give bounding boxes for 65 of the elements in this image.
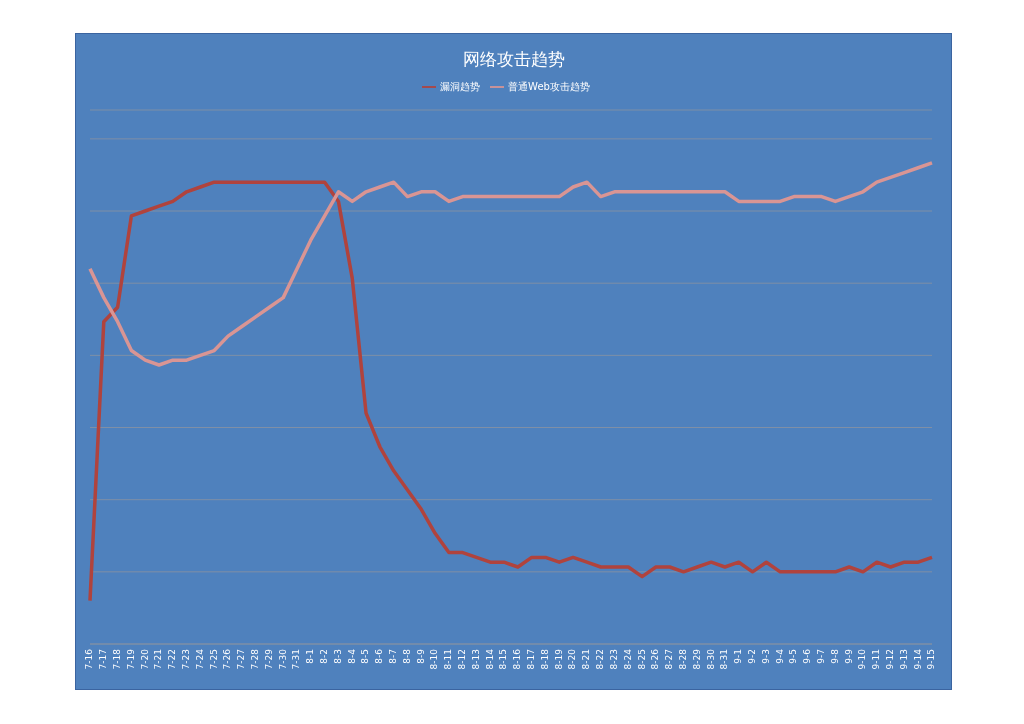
x-tick-label: 9-8 <box>829 648 840 664</box>
x-tick-label: 8-5 <box>360 649 371 664</box>
x-tick-label: 8-20 <box>567 648 578 670</box>
x-tick-label: 8-29 <box>691 648 702 670</box>
x-tick-label: 9-5 <box>788 649 799 664</box>
x-tick-label: 7-25 <box>208 649 219 670</box>
x-tick-label: 7-29 <box>263 648 274 670</box>
x-tick-label: 8-7 <box>388 649 399 664</box>
x-tick-label: 7-27 <box>236 649 247 670</box>
x-tick-label: 8-12 <box>457 649 468 670</box>
x-tick-label: 9-1 <box>733 649 744 664</box>
x-tick-label: 8-28 <box>677 648 688 670</box>
legend-label: 漏洞趋势 <box>440 81 481 92</box>
x-tick-label: 7-16 <box>84 648 95 670</box>
x-tick-label: 9-7 <box>815 649 826 664</box>
x-tick-label: 8-26 <box>650 648 661 670</box>
x-tick-label: 8-30 <box>705 648 716 670</box>
x-tick-label: 7-28 <box>250 648 261 670</box>
x-tick-label: 9-14 <box>912 648 923 670</box>
x-tick-label: 8-19 <box>553 648 564 670</box>
x-tick-label: 8-8 <box>401 648 412 664</box>
x-tick-label: 8-6 <box>374 648 385 664</box>
x-tick-label: 7-22 <box>167 649 178 670</box>
x-tick-label: 7-30 <box>277 648 288 670</box>
x-tick-label: 7-19 <box>125 648 136 670</box>
x-tick-label: 9-4 <box>774 648 785 664</box>
x-tick-label: 8-24 <box>622 648 633 670</box>
x-tick-label: 8-11 <box>443 649 454 670</box>
x-tick-label: 8-15 <box>498 649 509 670</box>
x-tick-label: 7-31 <box>291 649 302 670</box>
x-tick-label: 9-6 <box>802 648 813 664</box>
legend-label: 普通Web攻击趋势 <box>508 81 590 92</box>
x-tick-label: 8-13 <box>470 649 481 670</box>
x-tick-label: 8-4 <box>346 648 357 664</box>
x-tick-label: 8-10 <box>429 648 440 670</box>
x-tick-label: 8-25 <box>636 649 647 670</box>
x-tick-label: 7-20 <box>139 648 150 670</box>
x-tick-label: 7-21 <box>153 649 164 670</box>
x-tick-label: 8-2 <box>319 649 330 664</box>
x-tick-label: 9-10 <box>857 648 868 670</box>
x-tick-label: 7-26 <box>222 648 233 670</box>
x-tick-label: 9-13 <box>898 649 909 670</box>
x-tick-label: 9-15 <box>926 649 937 670</box>
x-tick-label: 8-21 <box>581 649 592 670</box>
x-tick-label: 8-22 <box>595 649 606 670</box>
x-tick-label: 8-18 <box>539 648 550 670</box>
x-tick-label: 7-17 <box>98 649 109 670</box>
x-tick-label: 9-9 <box>843 648 854 664</box>
x-tick-label: 7-18 <box>112 648 122 670</box>
x-tick-label: 8-9 <box>415 648 426 664</box>
x-tick-label: 8-27 <box>664 649 675 670</box>
x-tick-label: 8-17 <box>526 649 537 670</box>
x-tick-label: 9-11 <box>871 649 882 670</box>
x-tick-label: 8-31 <box>719 649 730 670</box>
x-tick-label: 7-24 <box>194 648 205 670</box>
chart-title: 网络攻击趋势 <box>461 48 566 71</box>
x-tick-label: 8-14 <box>484 648 495 670</box>
x-tick-label: 8-16 <box>512 648 523 670</box>
x-tick-label: 8-1 <box>305 649 316 664</box>
x-tick-label: 7-23 <box>181 649 192 670</box>
x-tick-label: 9-2 <box>746 649 757 664</box>
x-tick-label: 8-23 <box>608 649 619 670</box>
x-tick-label: 8-3 <box>332 649 343 664</box>
x-tick-label: 9-3 <box>760 649 771 664</box>
x-tick-label: 9-12 <box>884 649 895 670</box>
